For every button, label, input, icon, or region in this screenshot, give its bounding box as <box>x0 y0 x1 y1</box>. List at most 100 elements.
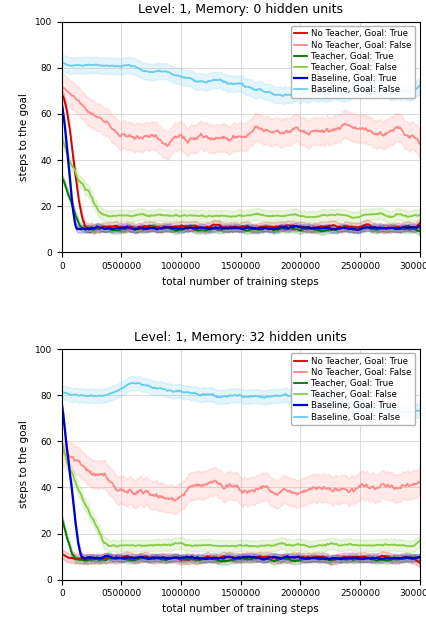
Teacher, Goal: True: (1.79e+06, 9.78): True: (1.79e+06, 9.78) <box>272 226 277 234</box>
Baseline, Goal: True: (3e+06, 9.88): True: (3e+06, 9.88) <box>417 553 422 560</box>
Teacher, Goal: False: (0, 59.4): False: (0, 59.4) <box>59 439 64 446</box>
No Teacher, Goal: False: (0, 71.3): False: (0, 71.3) <box>59 84 64 92</box>
Line: Teacher, Goal: False: Teacher, Goal: False <box>62 443 420 547</box>
Baseline, Goal: False: (2.9e+06, 72.5): False: (2.9e+06, 72.5) <box>405 409 410 416</box>
Baseline, Goal: True: (1.62e+06, 10.4): True: (1.62e+06, 10.4) <box>253 224 258 232</box>
No Teacher, Goal: False: (1.63e+06, 39.5): False: (1.63e+06, 39.5) <box>253 485 259 492</box>
X-axis label: total number of training steps: total number of training steps <box>162 277 319 286</box>
Baseline, Goal: True: (2.93e+06, 10.7): True: (2.93e+06, 10.7) <box>409 224 414 231</box>
No Teacher, Goal: False: (1.79e+06, 37.2): False: (1.79e+06, 37.2) <box>273 490 278 498</box>
Baseline, Goal: False: (2.46e+06, 75.1): False: (2.46e+06, 75.1) <box>353 403 358 410</box>
Line: Teacher, Goal: False: Teacher, Goal: False <box>62 136 420 218</box>
Teacher, Goal: False: (2.07e+06, 14.1): False: (2.07e+06, 14.1) <box>307 543 312 551</box>
Y-axis label: steps to the goal: steps to the goal <box>19 93 29 181</box>
Teacher, Goal: False: (2.46e+06, 15): False: (2.46e+06, 15) <box>353 541 358 549</box>
No Teacher, Goal: False: (3e+06, 47): False: (3e+06, 47) <box>417 140 422 148</box>
Baseline, Goal: True: (1.62e+06, 9.8): True: (1.62e+06, 9.8) <box>253 554 258 561</box>
No Teacher, Goal: False: (6.01e+03, 71.7): False: (6.01e+03, 71.7) <box>60 83 65 91</box>
Baseline, Goal: False: (3e+06, 72.4): False: (3e+06, 72.4) <box>417 82 422 89</box>
Baseline, Goal: False: (1.45e+06, 80.1): False: (1.45e+06, 80.1) <box>232 391 237 399</box>
Baseline, Goal: True: (1.7e+06, 8.72): True: (1.7e+06, 8.72) <box>262 556 267 564</box>
Baseline, Goal: True: (3e+06, 11.4): True: (3e+06, 11.4) <box>417 223 422 230</box>
Teacher, Goal: False: (2.43e+06, 14.9): False: (2.43e+06, 14.9) <box>350 214 355 221</box>
Teacher, Goal: False: (2.93e+06, 14.6): False: (2.93e+06, 14.6) <box>409 542 414 550</box>
Baseline, Goal: True: (1.79e+06, 9.71): True: (1.79e+06, 9.71) <box>273 554 278 561</box>
Teacher, Goal: False: (3e+06, 16.9): False: (3e+06, 16.9) <box>417 537 422 544</box>
Line: Baseline, Goal: True: Baseline, Goal: True <box>62 104 420 230</box>
Teacher, Goal: False: (1.79e+06, 14.9): False: (1.79e+06, 14.9) <box>272 541 277 549</box>
Title: Level: 1, Memory: 0 hidden units: Level: 1, Memory: 0 hidden units <box>138 3 343 16</box>
No Teacher, Goal: True: (1.59e+06, 10.1): True: (1.59e+06, 10.1) <box>249 225 254 232</box>
Line: No Teacher, Goal: True: No Teacher, Goal: True <box>62 94 420 229</box>
Teacher, Goal: True: (1.79e+06, 8.33): True: (1.79e+06, 8.33) <box>273 557 278 564</box>
Teacher, Goal: True: (1.34e+06, 7.91): True: (1.34e+06, 7.91) <box>219 558 224 565</box>
Baseline, Goal: False: (1.86e+06, 67.8): False: (1.86e+06, 67.8) <box>281 92 286 100</box>
No Teacher, Goal: True: (1.63e+06, 10.1): True: (1.63e+06, 10.1) <box>253 225 259 232</box>
Teacher, Goal: True: (1.63e+06, 9.38): True: (1.63e+06, 9.38) <box>253 554 259 562</box>
Teacher, Goal: False: (2.93e+06, 15.6): False: (2.93e+06, 15.6) <box>409 213 414 220</box>
No Teacher, Goal: True: (3e+06, 12.5): True: (3e+06, 12.5) <box>417 219 422 227</box>
Teacher, Goal: True: (3e+06, 9.02): True: (3e+06, 9.02) <box>417 228 422 235</box>
No Teacher, Goal: True: (1.79e+06, 9.65): True: (1.79e+06, 9.65) <box>272 554 277 561</box>
Teacher, Goal: False: (1.62e+06, 16.6): False: (1.62e+06, 16.6) <box>253 210 258 218</box>
Baseline, Goal: False: (3e+06, 73.4): False: (3e+06, 73.4) <box>417 407 422 414</box>
Baseline, Goal: False: (1.62e+06, 70.3): False: (1.62e+06, 70.3) <box>253 86 258 94</box>
Teacher, Goal: False: (1.44e+06, 14.6): False: (1.44e+06, 14.6) <box>231 542 236 550</box>
No Teacher, Goal: True: (1.44e+06, 9.68): True: (1.44e+06, 9.68) <box>231 554 236 561</box>
Baseline, Goal: False: (1.43e+06, 79.8): False: (1.43e+06, 79.8) <box>230 392 235 399</box>
Teacher, Goal: True: (0, 26.4): True: (0, 26.4) <box>59 515 64 523</box>
No Teacher, Goal: True: (1.42e+06, 10.8): True: (1.42e+06, 10.8) <box>229 224 234 231</box>
No Teacher, Goal: False: (2.47e+06, 53.7): False: (2.47e+06, 53.7) <box>354 125 359 132</box>
No Teacher, Goal: False: (2.93e+06, 41.2): False: (2.93e+06, 41.2) <box>409 481 414 489</box>
Line: Baseline, Goal: False: Baseline, Goal: False <box>62 63 420 96</box>
No Teacher, Goal: True: (1.42e+06, 9.87): True: (1.42e+06, 9.87) <box>229 553 234 560</box>
Teacher, Goal: False: (1.79e+06, 15.8): False: (1.79e+06, 15.8) <box>272 212 277 219</box>
No Teacher, Goal: True: (1.62e+06, 9.8): True: (1.62e+06, 9.8) <box>253 554 258 561</box>
Title: Level: 1, Memory: 32 hidden units: Level: 1, Memory: 32 hidden units <box>134 331 347 343</box>
Teacher, Goal: True: (1.44e+06, 10.3): True: (1.44e+06, 10.3) <box>231 225 236 232</box>
Baseline, Goal: True: (2.46e+06, 9.46): True: (2.46e+06, 9.46) <box>353 554 358 562</box>
Teacher, Goal: True: (1.45e+06, 8.73): True: (1.45e+06, 8.73) <box>232 556 237 564</box>
Teacher, Goal: False: (3e+06, 16.2): False: (3e+06, 16.2) <box>417 211 422 219</box>
No Teacher, Goal: True: (2.46e+06, 10.9): True: (2.46e+06, 10.9) <box>353 223 358 231</box>
Baseline, Goal: True: (2.93e+06, 9.33): True: (2.93e+06, 9.33) <box>409 554 414 562</box>
Line: No Teacher, Goal: False: No Teacher, Goal: False <box>62 87 420 146</box>
Teacher, Goal: True: (1.42e+06, 10.1): True: (1.42e+06, 10.1) <box>229 225 234 232</box>
No Teacher, Goal: False: (2.94e+06, 50.7): False: (2.94e+06, 50.7) <box>410 131 415 139</box>
Teacher, Goal: True: (3e+06, 9.78): True: (3e+06, 9.78) <box>417 554 422 561</box>
Baseline, Goal: True: (1.42e+06, 10.6): True: (1.42e+06, 10.6) <box>229 224 234 232</box>
Teacher, Goal: True: (0, 32.6): True: (0, 32.6) <box>59 174 64 181</box>
Teacher, Goal: True: (2.93e+06, 9.42): True: (2.93e+06, 9.42) <box>409 554 414 562</box>
Baseline, Goal: False: (1.79e+06, 68.2): False: (1.79e+06, 68.2) <box>272 91 277 99</box>
Teacher, Goal: True: (2.93e+06, 10): True: (2.93e+06, 10) <box>409 226 414 233</box>
Legend: No Teacher, Goal: True, No Teacher, Goal: False, Teacher, Goal: True, Teacher, G: No Teacher, Goal: True, No Teacher, Goal… <box>291 26 415 98</box>
Baseline, Goal: True: (1.44e+06, 10.8): True: (1.44e+06, 10.8) <box>231 224 236 231</box>
Baseline, Goal: True: (1.42e+06, 9.72): True: (1.42e+06, 9.72) <box>229 554 234 561</box>
No Teacher, Goal: False: (1.45e+06, 49.6): False: (1.45e+06, 49.6) <box>233 134 238 141</box>
No Teacher, Goal: False: (3e+06, 42.2): False: (3e+06, 42.2) <box>417 479 422 486</box>
No Teacher, Goal: True: (2.93e+06, 11): True: (2.93e+06, 11) <box>409 223 414 231</box>
No Teacher, Goal: False: (2.46e+06, 39.5): False: (2.46e+06, 39.5) <box>353 485 358 492</box>
No Teacher, Goal: False: (1.45e+06, 40.7): False: (1.45e+06, 40.7) <box>232 482 237 490</box>
X-axis label: total number of training steps: total number of training steps <box>162 604 319 614</box>
Baseline, Goal: True: (0, 76.1): True: (0, 76.1) <box>59 401 64 408</box>
No Teacher, Goal: True: (3e+06, 7.33): True: (3e+06, 7.33) <box>417 559 422 567</box>
Line: Baseline, Goal: False: Baseline, Goal: False <box>62 383 420 412</box>
Baseline, Goal: True: (0, 64.3): True: (0, 64.3) <box>59 100 64 108</box>
Baseline, Goal: True: (2.46e+06, 9.93): True: (2.46e+06, 9.93) <box>352 226 357 233</box>
Teacher, Goal: True: (1.62e+06, 10.2): True: (1.62e+06, 10.2) <box>253 225 258 232</box>
Baseline, Goal: False: (1.42e+06, 73.2): False: (1.42e+06, 73.2) <box>229 80 234 87</box>
Baseline, Goal: True: (2.48e+06, 9.69): True: (2.48e+06, 9.69) <box>355 226 360 234</box>
Line: Teacher, Goal: True: Teacher, Goal: True <box>62 177 420 231</box>
No Teacher, Goal: False: (1.64e+06, 54.6): False: (1.64e+06, 54.6) <box>254 123 259 130</box>
Baseline, Goal: True: (1.79e+06, 10.1): True: (1.79e+06, 10.1) <box>272 225 277 232</box>
No Teacher, Goal: False: (1.8e+06, 52.7): False: (1.8e+06, 52.7) <box>273 127 279 135</box>
Teacher, Goal: True: (2.18e+06, 8.99): True: (2.18e+06, 8.99) <box>319 228 324 235</box>
Teacher, Goal: True: (2.46e+06, 10.1): True: (2.46e+06, 10.1) <box>353 225 358 232</box>
Baseline, Goal: False: (1.79e+06, 79.9): False: (1.79e+06, 79.9) <box>273 392 278 399</box>
Baseline, Goal: True: (1.44e+06, 9.39): True: (1.44e+06, 9.39) <box>231 554 236 562</box>
Legend: No Teacher, Goal: True, No Teacher, Goal: False, Teacher, Goal: True, Teacher, G: No Teacher, Goal: True, No Teacher, Goal… <box>291 353 415 425</box>
Baseline, Goal: False: (2.94e+06, 72.7): False: (2.94e+06, 72.7) <box>410 408 415 415</box>
No Teacher, Goal: True: (2.46e+06, 9.81): True: (2.46e+06, 9.81) <box>352 554 357 561</box>
Line: No Teacher, Goal: False: No Teacher, Goal: False <box>62 449 420 501</box>
